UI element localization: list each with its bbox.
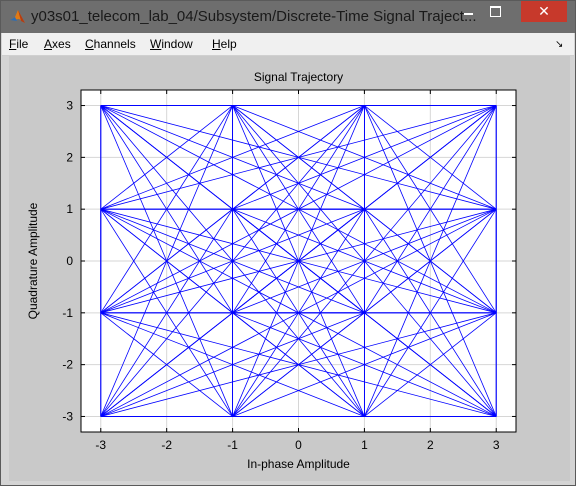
trajectory-segment (364, 105, 497, 314)
trajectory-segment (232, 105, 365, 417)
signal-trajectory-plot[interactable]: -3 -2 -1 0 1 2 3 -3 -2 -1 0 1 2 3 Signal Trajectory In-… (9, 56, 570, 481)
trajectory-segment (364, 105, 497, 417)
menu-window-mnemonic: W (150, 37, 162, 51)
y-tick-label: 0 (66, 254, 73, 268)
menu-axes[interactable]: Axes (44, 37, 71, 51)
figure-canvas: -3 -2 -1 0 1 2 3 -3 -2 -1 0 1 2 3 Signal Trajectory In-… (9, 56, 570, 481)
y-tick-label: 2 (66, 150, 73, 164)
x-axis-label: In-phase Amplitude (247, 457, 350, 471)
maximize-button[interactable] (482, 1, 509, 22)
menu-help-mnemonic: H (212, 37, 221, 51)
x-tick-label: -3 (95, 438, 106, 452)
menu-file-mnemonic: F (9, 37, 17, 51)
y-tick-label: 3 (66, 99, 73, 113)
title-bar[interactable]: y03s01_telecom_lab_04/Subsystem/Discrete… (1, 1, 575, 33)
minimize-button[interactable] (455, 1, 482, 22)
menu-bar: File Axes Channels Window Help ↘ (2, 33, 574, 56)
menu-axes-mnemonic: A (44, 37, 53, 51)
trajectory-segment (232, 208, 365, 417)
menu-channels[interactable]: Channels (85, 37, 136, 51)
close-icon: ✕ (538, 3, 550, 19)
maximize-icon (490, 6, 501, 17)
trajectory-segment (364, 105, 497, 210)
trajectory-segment (364, 312, 497, 417)
close-button[interactable]: ✕ (521, 1, 567, 22)
x-tick-label: 3 (493, 438, 500, 452)
trajectory-segment (364, 208, 497, 417)
trajectory-segment (232, 105, 365, 314)
y-tick-label: 1 (66, 202, 73, 216)
y-tick-label: -2 (62, 358, 73, 372)
menu-channels-mnemonic: C (85, 37, 94, 51)
menu-axes-label: xes (52, 37, 71, 51)
trajectory-segment (100, 105, 233, 417)
matlab-icon (10, 10, 25, 23)
menu-help-label: elp (220, 37, 237, 51)
y-tick-label: -1 (62, 306, 73, 320)
chart-title: Signal Trajectory (254, 70, 343, 84)
menu-channels-label: hannels (93, 37, 136, 51)
menu-window-label: indow (161, 37, 193, 51)
menu-window[interactable]: Window (150, 37, 193, 51)
x-tick-label: -2 (161, 438, 172, 452)
menu-file[interactable]: File (9, 37, 28, 51)
trajectory-segment (100, 105, 233, 314)
minimize-icon (464, 13, 473, 15)
x-tick-label: 2 (427, 438, 434, 452)
x-tick-label: -1 (227, 438, 238, 452)
trajectory-segment (100, 208, 233, 417)
x-tick-label: 1 (361, 438, 368, 452)
y-tick-label: -3 (62, 409, 73, 423)
window-title: y03s01_telecom_lab_04/Subsystem/Discrete… (31, 8, 477, 25)
dock-arrow-icon[interactable]: ↘ (555, 39, 564, 50)
y-axis-label: Quadrature Amplitude (26, 202, 40, 319)
trajectory-segment (232, 312, 365, 417)
menu-file-label: ile (16, 37, 29, 51)
trajectory-segment (100, 312, 233, 417)
x-tick-label: 0 (295, 438, 302, 452)
menu-help[interactable]: Help (212, 37, 237, 51)
